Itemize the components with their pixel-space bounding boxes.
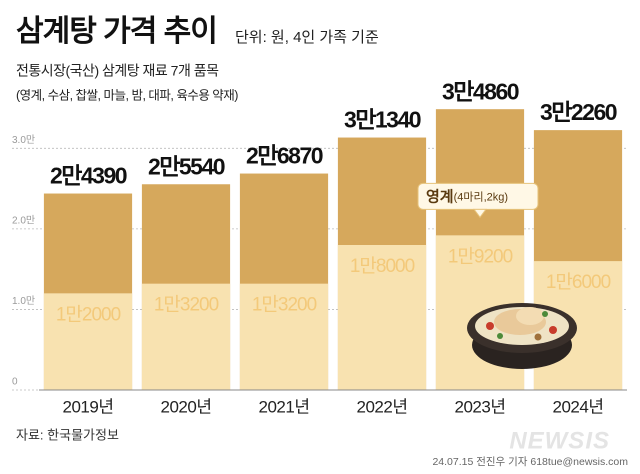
x-tick-label: 2019년	[63, 397, 114, 416]
bar	[43, 293, 133, 390]
value-label: 3만4860	[442, 78, 519, 104]
x-tick-label: 2023년	[455, 397, 506, 416]
value-label: 1만9200	[448, 245, 513, 267]
value-label: 2만6870	[246, 143, 323, 169]
annotation-detail: (영계, 수삼, 찹쌀, 마늘, 밤, 대파, 육수용 약재)	[16, 87, 238, 102]
chart-title: 삼계탕 가격 추이	[16, 15, 217, 48]
value-label: 1만8000	[350, 255, 415, 277]
x-tick-label: 2022년	[357, 397, 408, 416]
chart-subtitle: 단위: 원, 4인 가족 기준	[235, 29, 379, 46]
y-tick-label: 0	[12, 377, 18, 388]
credit: 24.07.15 전진우 기자 618tue@newsis.com	[432, 456, 628, 468]
value-label: 1만2000	[56, 303, 121, 325]
value-label: 2만4390	[50, 163, 127, 189]
callout-pointer	[473, 208, 487, 219]
x-tick-label: 2021년	[259, 397, 310, 416]
bowl-illustration	[467, 303, 577, 369]
value-label: 1만3200	[154, 294, 219, 316]
series-name: 영계(4마리,2kg)	[426, 187, 508, 205]
value-label: 3만2260	[540, 99, 617, 125]
source: 자료: 한국물가정보	[16, 427, 119, 442]
bar	[141, 283, 231, 390]
x-tick-label: 2020년	[161, 397, 212, 416]
value-label: 1만6000	[546, 271, 611, 293]
watermark: NEWSIS	[509, 427, 610, 454]
series-name: 영계	[426, 187, 454, 205]
bar	[239, 283, 329, 390]
y-tick-label: 3.0만	[12, 134, 35, 146]
y-tick-label: 2.0만	[12, 215, 35, 227]
annotation: 전통시장(국산) 삼계탕 재료 7개 품목	[16, 63, 219, 79]
value-label: 3만1340	[344, 107, 421, 133]
x-tick-label: 2024년	[553, 397, 604, 416]
series-name-detail: (4마리,2kg)	[454, 190, 508, 203]
bar	[337, 245, 427, 390]
y-tick-label: 1.0만	[12, 295, 35, 307]
plot-area: 0 1.0만 2.0만 3.0만 2만4390 2만5540 2만6870 3만1340 3만4…	[12, 78, 627, 416]
value-label: 2만5540	[148, 153, 225, 179]
value-label: 1만3200	[252, 294, 317, 316]
